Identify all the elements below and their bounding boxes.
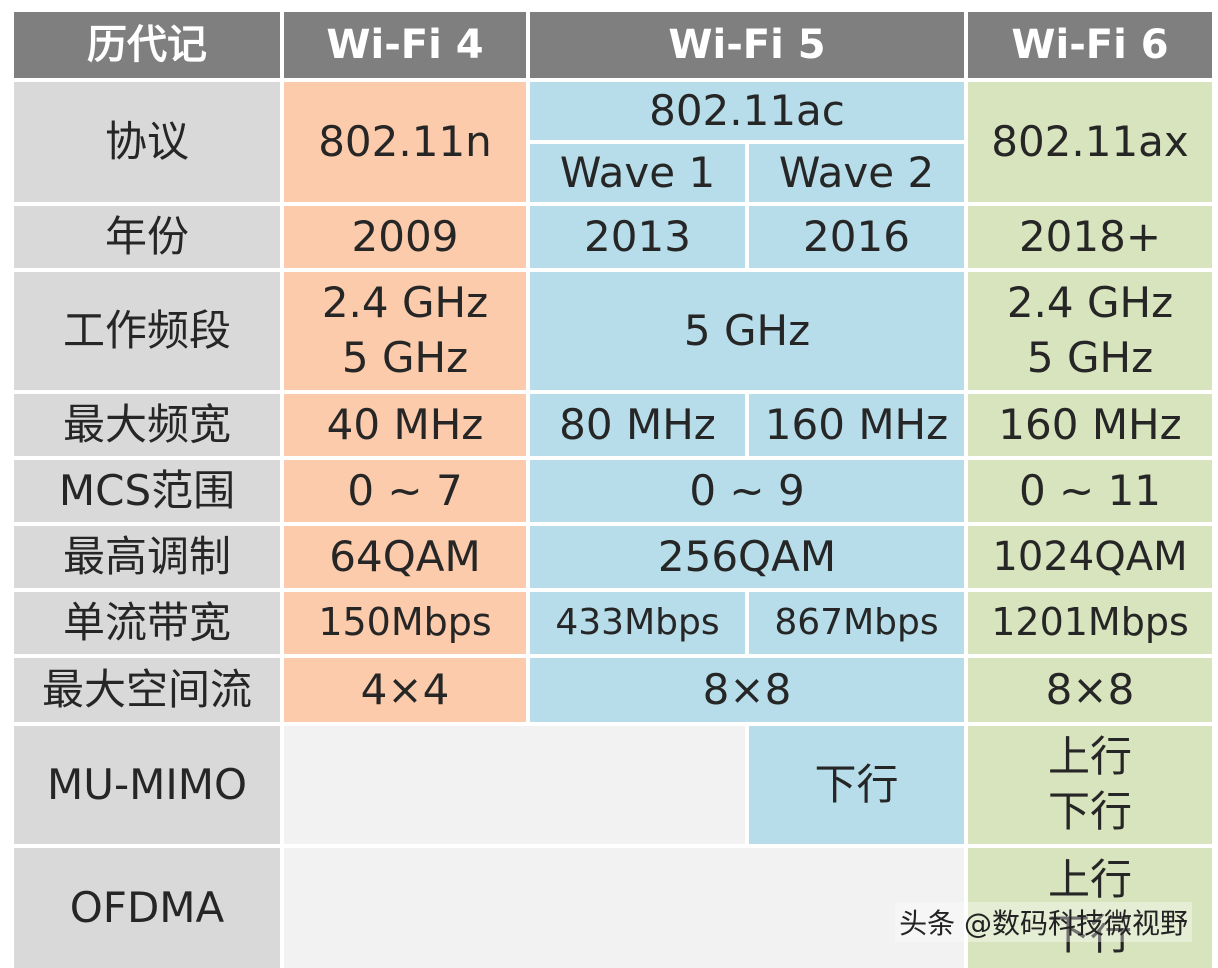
ofdma-wifi6-line2: 下行 — [1047, 910, 1132, 959]
bandwidth-wave2: 160 MHz — [749, 394, 964, 456]
ofdma-wifi6: 上行 下行 — [968, 848, 1212, 968]
year-wifi6: 2018+ — [968, 206, 1212, 268]
single-stream-wave1: 433Mbps — [530, 592, 745, 654]
row-label-mcs: MCS范围 — [14, 460, 280, 522]
protocol-wifi6: 802.11ax — [968, 82, 1212, 202]
row-label-bandwidth: 最大频宽 — [14, 394, 280, 456]
protocol-wifi5: 802.11ac — [530, 82, 964, 140]
bandwidth-wifi4: 40 MHz — [284, 394, 526, 456]
year-wave2: 2016 — [749, 206, 964, 268]
band-wifi4-line1: 2.4 GHz — [321, 278, 489, 328]
bandwidth-wifi6: 160 MHz — [968, 394, 1212, 456]
band-wifi4-line2: 5 GHz — [341, 333, 469, 382]
ofdma-empty — [284, 848, 964, 968]
band-wifi6-line2: 5 GHz — [1026, 333, 1154, 382]
row-label-mumimo: MU-MIMO — [14, 726, 280, 844]
mcs-wifi5: 0 ~ 9 — [530, 460, 964, 522]
protocol-wifi4: 802.11n — [284, 82, 526, 202]
single-stream-wifi6: 1201Mbps — [968, 592, 1212, 654]
year-wifi4: 2009 — [284, 206, 526, 268]
header-wifi5: Wi-Fi 5 — [530, 12, 964, 78]
header-wifi4: Wi-Fi 4 — [284, 12, 526, 78]
mumimo-empty — [284, 726, 745, 844]
ofdma-wifi6-line1: 上行 — [1047, 855, 1132, 905]
mcs-wifi4: 0 ~ 7 — [284, 460, 526, 522]
bandwidth-wave1: 80 MHz — [530, 394, 745, 456]
band-wifi6-line1: 2.4 GHz — [1006, 278, 1174, 328]
row-label-year: 年份 — [14, 206, 280, 268]
protocol-wave1: Wave 1 — [530, 144, 745, 202]
modulation-wifi4: 64QAM — [284, 526, 526, 588]
mumimo-wifi6-line1: 上行 — [1047, 732, 1132, 782]
row-label-single-stream: 单流带宽 — [14, 592, 280, 654]
mumimo-wave2: 下行 — [749, 726, 964, 844]
single-stream-wifi4: 150Mbps — [284, 592, 526, 654]
header-wifi6: Wi-Fi 6 — [968, 12, 1212, 78]
header-generation: 历代记 — [14, 12, 280, 78]
spatial-streams-wifi6: 8×8 — [968, 658, 1212, 722]
protocol-wave2: Wave 2 — [749, 144, 964, 202]
year-wave1: 2013 — [530, 206, 745, 268]
modulation-wifi6: 1024QAM — [968, 526, 1212, 588]
row-label-spatial-streams: 最大空间流 — [14, 658, 280, 722]
mumimo-wifi6-line2: 下行 — [1047, 787, 1132, 836]
row-label-ofdma: OFDMA — [14, 848, 280, 968]
watermark: 头条 @数码科技微视野 — [895, 902, 1192, 942]
spatial-streams-wifi4: 4×4 — [284, 658, 526, 722]
band-wifi5: 5 GHz — [530, 272, 964, 390]
row-label-band: 工作频段 — [14, 272, 280, 390]
mumimo-wifi6: 上行 下行 — [968, 726, 1212, 844]
row-label-modulation: 最高调制 — [14, 526, 280, 588]
mcs-wifi6: 0 ~ 11 — [968, 460, 1212, 522]
single-stream-wave2: 867Mbps — [749, 592, 964, 654]
modulation-wifi5: 256QAM — [530, 526, 964, 588]
band-wifi6: 2.4 GHz 5 GHz — [968, 272, 1212, 390]
row-label-protocol: 协议 — [14, 82, 280, 202]
band-wifi4: 2.4 GHz 5 GHz — [284, 272, 526, 390]
spatial-streams-wifi5: 8×8 — [530, 658, 964, 722]
